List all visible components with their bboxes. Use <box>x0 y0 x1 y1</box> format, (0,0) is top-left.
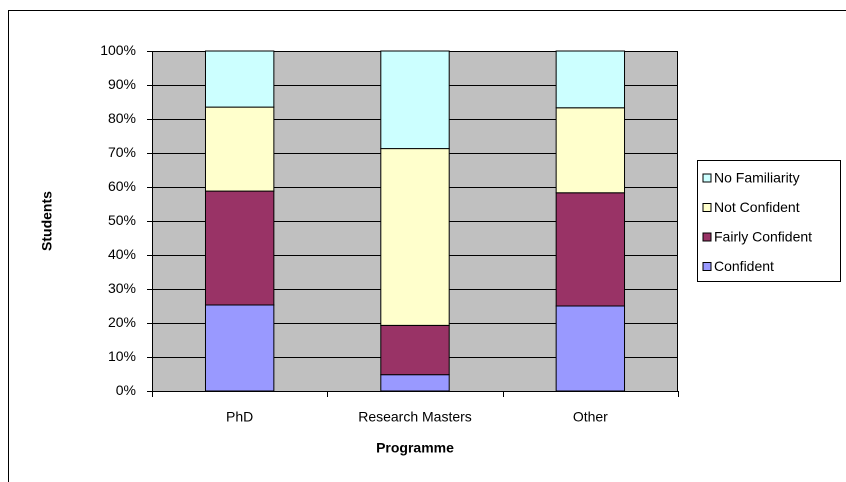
legend-swatch <box>702 173 712 183</box>
legend-label: Fairly Confident <box>714 229 812 245</box>
bar-segment <box>204 50 275 108</box>
legend-swatch <box>702 203 712 212</box>
y-tick-label: 90% <box>108 76 136 92</box>
y-tick-label: 60% <box>108 178 136 194</box>
x-axis-title: Programme <box>376 440 454 456</box>
bar-segment <box>204 304 275 392</box>
y-tick-label: 50% <box>108 212 136 228</box>
bar-segment <box>380 148 450 326</box>
legend-box <box>697 160 841 282</box>
y-tick-label: 10% <box>108 348 136 364</box>
bar-segment <box>204 106 275 192</box>
bar-segment <box>380 50 450 150</box>
legend-swatch <box>702 232 712 242</box>
y-axis-title: Students <box>39 191 55 251</box>
x-tick-label: Other <box>573 409 608 425</box>
y-tick-label: 70% <box>108 144 136 160</box>
y-tick-label: 20% <box>108 314 136 330</box>
y-tick-label: 100% <box>100 42 136 58</box>
x-tick-label: PhD <box>226 409 253 425</box>
x-tick-label: Research Masters <box>358 409 472 425</box>
bar-segment <box>380 374 450 392</box>
y-tick-label: 40% <box>108 246 136 262</box>
legend-label: No Familiarity <box>714 170 800 186</box>
bar-segment <box>555 50 626 109</box>
y-tick-label: 30% <box>108 280 136 296</box>
y-tick-label: 0% <box>116 382 136 398</box>
chart-border <box>8 10 846 482</box>
y-tick-label: 80% <box>108 110 136 126</box>
bar-segment <box>555 305 626 392</box>
bar-segment <box>380 324 450 376</box>
bar-segment <box>555 107 626 194</box>
legend-label: Not Confident <box>714 199 800 215</box>
legend-label: Confident <box>714 258 774 274</box>
bar-segment <box>204 190 275 306</box>
legend-swatch <box>702 262 712 271</box>
bar-segment <box>555 192 626 307</box>
